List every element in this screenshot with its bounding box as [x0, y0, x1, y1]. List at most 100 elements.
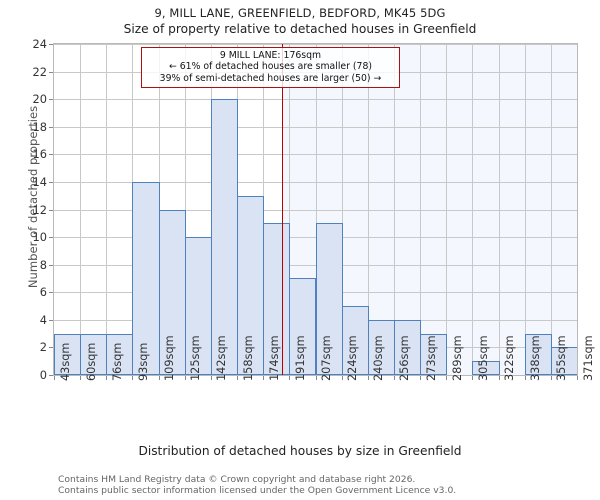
chart-subtitle: Size of property relative to detached ho… [123, 22, 477, 36]
histogram-bar [393, 319, 422, 375]
y-tick-label: 12 [32, 202, 48, 217]
y-tick-label: 22 [32, 64, 48, 79]
x-tick-mark [289, 376, 290, 380]
gridline-vertical [316, 44, 317, 375]
x-tick-mark [263, 376, 264, 380]
gridline-horizontal [54, 44, 577, 45]
histogram-bar [420, 333, 448, 375]
gridline-vertical [80, 44, 81, 375]
x-tick-label: 43sqm [58, 342, 72, 381]
x-tick-label: 207sqm [320, 335, 333, 381]
histogram-bar [315, 223, 343, 375]
x-tick-mark [420, 376, 421, 380]
x-tick-mark [551, 376, 552, 380]
y-tick-label: 20 [32, 92, 48, 107]
x-tick-label: 256sqm [398, 335, 412, 381]
y-tick-label: 16 [32, 147, 48, 162]
x-tick-mark [446, 376, 447, 380]
gridline-horizontal [54, 127, 577, 128]
annotation-line-1: 9 MILL LANE: 176sqm [219, 50, 322, 61]
x-tick-label: 191sqm [293, 335, 307, 381]
annotation-line-2: ← 61% of detached houses are smaller (78… [169, 61, 372, 73]
y-tick-mark [49, 347, 53, 348]
histogram-bar [367, 319, 395, 375]
y-tick-mark [49, 265, 53, 266]
x-tick-mark [499, 376, 500, 380]
gridline-vertical [446, 44, 447, 375]
gridline-vertical [289, 44, 290, 375]
y-tick-mark [49, 210, 53, 211]
y-tick-mark [49, 292, 53, 293]
x-tick-label: 109sqm [163, 335, 177, 381]
attribution-footer: Contains HM Land Registry data © Crown c… [58, 474, 456, 496]
histogram-bar [550, 347, 577, 375]
gridline-vertical [420, 44, 421, 375]
gridline-vertical [106, 44, 107, 375]
x-tick-label: 60sqm [84, 342, 98, 381]
x-tick-mark [525, 376, 526, 380]
y-tick-mark [49, 72, 53, 73]
y-tick-label: 24 [32, 37, 48, 51]
x-tick-label: 142sqm [215, 335, 229, 381]
y-tick-mark [49, 237, 53, 238]
x-tick-label: 273sqm [424, 335, 438, 381]
x-tick-mark [342, 376, 343, 380]
annotation-line-3: 39% of semi-detached houses are larger (… [159, 72, 382, 84]
x-tick-label: 289sqm [450, 335, 464, 381]
x-tick-label: 355sqm [555, 335, 569, 381]
x-tick-label: 224sqm [346, 335, 360, 381]
x-tick-label: 174sqm [267, 335, 281, 381]
x-tick-mark [237, 376, 238, 380]
gridline-horizontal [54, 154, 577, 155]
y-tick-label: 14 [32, 174, 48, 189]
footer-line-2: Contains public sector information licen… [58, 485, 457, 496]
y-tick-mark [49, 99, 53, 100]
x-tick-label: 76sqm [110, 342, 124, 381]
x-tick-label: 125sqm [189, 335, 203, 381]
y-tick-label: 0 [39, 368, 47, 382]
gridline-vertical [472, 44, 473, 375]
histogram-bar [472, 361, 500, 375]
x-tick-mark [159, 376, 160, 380]
y-tick-label: 4 [39, 312, 47, 327]
x-tick-mark [577, 376, 578, 380]
y-tick-mark [49, 154, 53, 155]
histogram-bar [184, 237, 212, 375]
x-tick-mark [185, 376, 186, 380]
gridline-vertical [525, 44, 526, 375]
histogram-bar [54, 333, 82, 375]
x-tick-mark [316, 376, 317, 380]
y-tick-mark [49, 320, 53, 321]
y-tick-label: 2 [39, 340, 47, 355]
x-tick-mark [368, 376, 369, 380]
subject-property-marker-line [281, 44, 284, 375]
x-tick-label: 338sqm [529, 335, 543, 381]
gridline-vertical [499, 44, 500, 375]
x-tick-mark [106, 376, 107, 380]
histogram-bar [237, 195, 265, 375]
x-tick-mark [80, 376, 81, 380]
y-tick-label: 10 [32, 230, 48, 245]
x-tick-mark [211, 376, 212, 380]
y-tick-mark [49, 44, 53, 45]
gridline-horizontal [54, 99, 577, 100]
y-tick-mark [49, 182, 53, 183]
gridline-vertical [394, 44, 395, 375]
x-tick-label: 240sqm [372, 335, 386, 381]
x-tick-label: 158sqm [241, 335, 255, 381]
y-tick-mark [49, 375, 53, 376]
x-tick-label: 322sqm [503, 335, 517, 381]
y-tick-label: 6 [39, 285, 47, 300]
y-tick-mark [49, 127, 53, 128]
histogram-bar [158, 209, 186, 375]
x-tick-label: 93sqm [136, 342, 150, 381]
x-tick-mark [472, 376, 473, 380]
plot-area [53, 43, 578, 376]
x-axis-title: Distribution of detached houses by size … [138, 444, 462, 458]
footer-line-1: Contains HM Land Registry data © Crown c… [58, 474, 416, 485]
gridline-horizontal [54, 210, 577, 211]
marker-annotation-box: 9 MILL LANE: 176sqm ← 61% of detached ho… [141, 47, 400, 89]
y-tick-label: 18 [32, 119, 48, 134]
histogram-bar [210, 99, 239, 375]
